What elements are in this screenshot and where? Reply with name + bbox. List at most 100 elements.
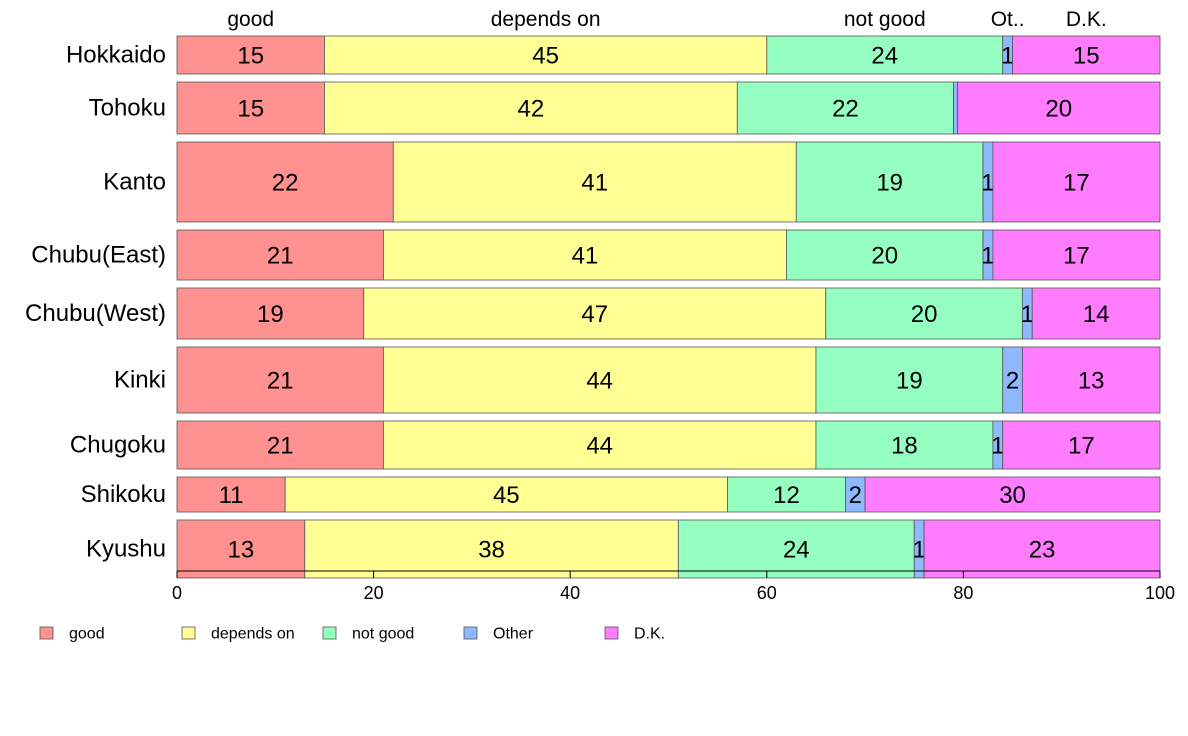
value-label-kinki-other: 2 [1006,368,1019,395]
value-label-hokkaido-good: 15 [237,43,264,70]
value-label-chubu-east-other: 1 [981,243,994,270]
row-label-kinki: Kinki [114,367,166,394]
value-label-chubu-east-good: 21 [267,243,294,270]
bar-kyushu-good [176,519,306,579]
legend-swatch-depends-on [181,626,196,640]
bar-hokkaido-not-good [766,35,1004,75]
value-label-kinki-good: 21 [267,368,294,395]
value-label-kanto-good: 22 [272,170,299,197]
bar-kinki-depends-on [383,346,817,414]
bar-chubu-west-not-good [825,287,1023,340]
x-tick-label-40: 40 [560,583,580,603]
bar-kanto-not-good [795,141,984,223]
row-label-chubu-west: Chubu(West) [25,300,166,327]
value-label-shikoku-d-k-: 30 [999,482,1026,509]
bar-kanto-good [176,141,394,223]
row-label-hokkaido: Hokkaido [66,42,166,69]
value-label-hokkaido-not-good: 24 [871,43,898,70]
bar-shikoku-depends-on [284,476,728,513]
bar-chubu-east-d-k- [992,229,1161,281]
value-label-kinki-depends-on: 44 [586,368,613,395]
value-label-kanto-not-good: 19 [876,170,903,197]
row-label-shikoku: Shikoku [81,481,166,508]
bar-chubu-east-good [176,229,384,281]
x-tick-label-0: 0 [172,583,182,603]
bar-kanto-depends-on [392,141,797,223]
value-label-tohoku-depends-on: 42 [518,96,545,123]
legend-label-other: Other [493,626,534,643]
bar-hokkaido-depends-on [324,35,768,75]
value-label-chubu-west-not-good: 20 [911,301,938,328]
value-label-chugoku-not-good: 18 [891,433,918,460]
value-label-chubu-east-d-k-: 17 [1063,243,1090,270]
bar-hokkaido-d-k- [1012,35,1161,75]
x-tick-label-60: 60 [757,583,777,603]
row-label-chugoku: Chugoku [70,432,166,459]
bar-kanto-d-k- [992,141,1161,223]
value-label-kanto-other: 1 [981,170,994,197]
value-label-chubu-east-not-good: 20 [871,243,898,270]
bar-shikoku-d-k- [864,476,1161,513]
x-tick-label-20: 20 [364,583,384,603]
value-label-chubu-west-other: 1 [1021,301,1034,328]
bar-chubu-west-good [176,287,365,340]
bar-hokkaido-good [176,35,325,75]
bar-tohoku-d-k- [957,81,1161,135]
legend-label-good: good [69,626,105,643]
value-label-kanto-depends-on: 41 [581,170,608,197]
value-label-chugoku-other: 1 [991,433,1004,460]
value-label-chubu-west-good: 19 [257,301,284,328]
bar-tohoku-depends-on [324,81,738,135]
row-label-tohoku: Tohoku [89,95,166,122]
value-label-kyushu-d-k-: 23 [1029,537,1056,564]
bar-kinki-good [176,346,384,414]
legend-label-not-good: not good [352,626,414,643]
bar-chubu-west-depends-on [363,287,827,340]
value-label-shikoku-other: 2 [849,482,862,509]
bar-kyushu-not-good [677,519,915,579]
value-label-chugoku-good: 21 [267,433,294,460]
value-label-tohoku-not-good: 22 [832,96,859,123]
value-label-chubu-west-d-k-: 14 [1083,301,1110,328]
top-label-good: good [227,8,274,31]
value-label-chubu-east-depends-on: 41 [572,243,599,270]
legend-swatch-d-k- [604,626,619,640]
legend-label-d-k-: D.K. [634,626,665,643]
top-label-depends-on: depends on [491,8,601,31]
value-label-tohoku-d-k-: 20 [1045,96,1072,123]
top-label-not-good: not good [844,8,926,31]
value-label-kyushu-other: 1 [912,537,925,564]
bar-tohoku-not-good [736,81,954,135]
value-label-kanto-d-k-: 17 [1063,170,1090,197]
bar-chubu-east-not-good [786,229,984,281]
x-tick-label-100: 100 [1145,583,1175,603]
bar-chubu-east-depends-on [383,229,787,281]
value-label-hokkaido-d-k-: 15 [1073,43,1100,70]
value-label-chubu-west-depends-on: 47 [581,301,608,328]
value-label-kyushu-good: 13 [228,537,255,564]
value-label-hokkaido-depends-on: 45 [532,43,559,70]
top-label-other: Ot.. [991,8,1025,31]
value-label-kinki-not-good: 19 [896,368,923,395]
bar-chugoku-good [176,420,384,470]
legend-swatch-not-good [322,626,337,640]
bar-kinki-d-k- [1021,346,1161,414]
value-label-shikoku-good: 11 [219,482,244,509]
row-label-kanto: Kanto [103,169,166,196]
legend-swatch-good [39,626,54,640]
value-label-hokkaido-other: 1 [1001,43,1014,70]
value-label-shikoku-depends-on: 45 [493,482,520,509]
legend-swatch-other [463,626,478,640]
value-label-shikoku-not-good: 12 [773,482,800,509]
bar-kinki-not-good [815,346,1004,414]
value-label-tohoku-good: 15 [237,96,264,123]
row-label-chubu-east: Chubu(East) [31,242,166,269]
bar-chugoku-depends-on [383,420,817,470]
row-label-kyushu: Kyushu [86,536,166,563]
bar-shikoku-good [176,476,286,513]
value-label-kyushu-not-good: 24 [783,537,810,564]
bar-chugoku-d-k- [1002,420,1161,470]
top-label-d-k-: D.K. [1066,8,1107,31]
value-label-chugoku-depends-on: 44 [586,433,613,460]
